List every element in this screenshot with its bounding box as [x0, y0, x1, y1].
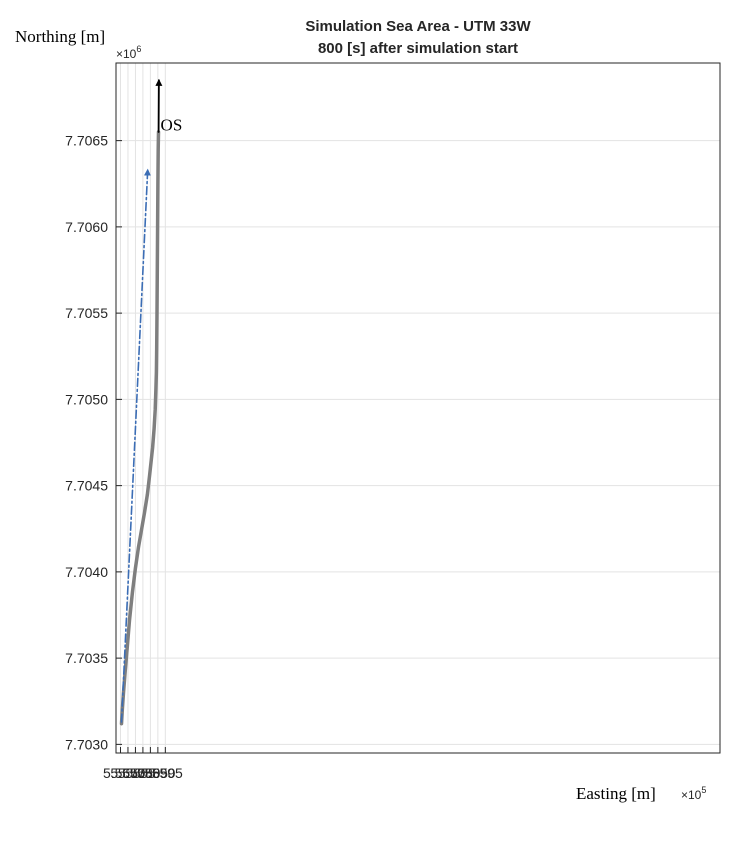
x-tick-label: 5.590 [140, 765, 175, 781]
x-tick-label: 5.580 [125, 765, 160, 781]
series-layer [119, 78, 163, 726]
chart-subtitle: 800 [s] after simulation start [317, 40, 519, 57]
y-tick-label: 7.7055 [65, 305, 108, 321]
y-axis-label: Northing [m] [15, 27, 105, 46]
grid [116, 63, 720, 753]
y-axis-exponent: ×106 [116, 44, 141, 61]
x-axis-label: Easting [m] [576, 784, 656, 803]
x-tick-label: 5.595 [148, 765, 183, 781]
own-ship-label: OS [161, 115, 183, 134]
x-tick-label: 5.585 [133, 765, 168, 781]
y-tick-label: 7.7050 [65, 391, 108, 407]
x-axis-exponent: ×105 [681, 785, 706, 802]
x-tick-label: 5.565 [103, 765, 138, 781]
y-tick-label: 7.7030 [65, 736, 108, 752]
x-tick-label: 5.575 [118, 765, 153, 781]
y-tick-label: 7.7065 [65, 133, 108, 149]
y-tick-label: 7.7040 [65, 564, 108, 580]
y-tick-label: 7.7045 [65, 478, 108, 494]
own-ship-track-line [119, 130, 161, 726]
chart-title: Simulation Sea Area - UTM 33W [305, 18, 531, 35]
x-tick-label: 5.570 [110, 765, 145, 781]
y-tick-label: 7.7035 [65, 650, 108, 666]
y-tick-label: 7.7060 [65, 219, 108, 235]
plot-frame [115, 62, 721, 754]
reference-heading-arrow [120, 168, 151, 723]
annotations: OS [161, 115, 183, 134]
